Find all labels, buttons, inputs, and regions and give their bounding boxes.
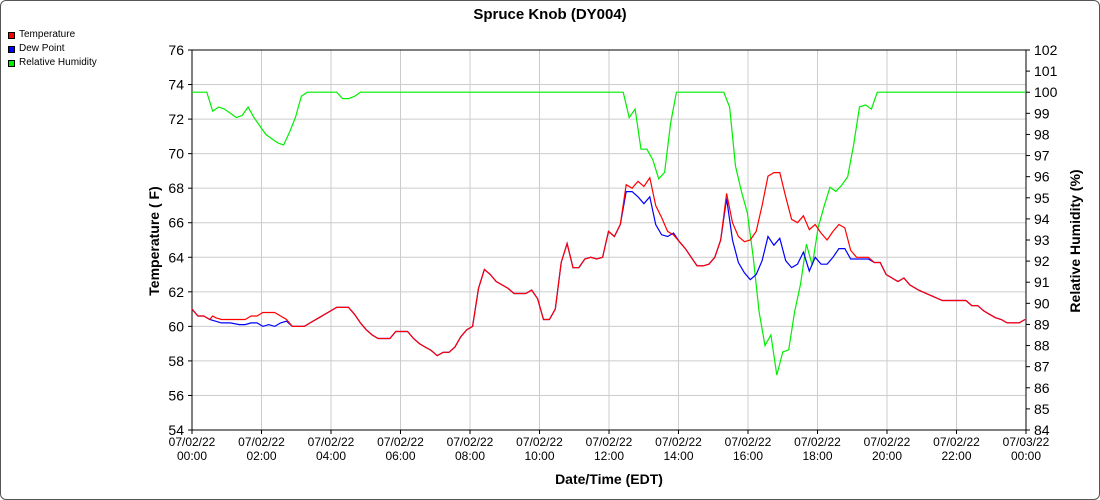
- x-tick-label: 07/02/22 20:00: [864, 435, 911, 463]
- x-tick-date: 07/02/22: [238, 435, 285, 449]
- x-tick-time: 16:00: [733, 449, 763, 463]
- legend-item: Dew Point: [8, 42, 97, 56]
- x-tick-date: 07/02/22: [864, 435, 911, 449]
- x-tick-date: 07/02/22: [447, 435, 494, 449]
- y2-tick-label: 86: [1034, 380, 1050, 396]
- x-tick-label: 07/02/22 16:00: [725, 435, 772, 463]
- y2-tick-label: 97: [1034, 148, 1050, 164]
- x-axis-title: Date/Time (EDT): [555, 471, 663, 487]
- x-tick-date: 07/02/22: [933, 435, 980, 449]
- x-tick-time: 14:00: [663, 449, 693, 463]
- x-tick-label: 07/02/22 04:00: [308, 435, 355, 463]
- x-tick-date: 07/03/22: [1003, 435, 1050, 449]
- x-tick-label: 07/02/22 08:00: [447, 435, 494, 463]
- y2-tick-label: 87: [1034, 359, 1050, 375]
- y2-tick-label: 90: [1034, 295, 1050, 311]
- y2-axis-title: Relative Humidity (%): [1067, 169, 1083, 312]
- y2-tick-label: 85: [1034, 401, 1050, 417]
- x-tick-time: 12:00: [594, 449, 624, 463]
- x-tick-time: 04:00: [316, 449, 346, 463]
- y2-tick-label: 101: [1034, 63, 1058, 79]
- x-tick-time: 08:00: [455, 449, 485, 463]
- y2-tick-label: 95: [1034, 190, 1050, 206]
- x-tick-date: 07/02/22: [169, 435, 216, 449]
- x-tick-label: 07/02/22 22:00: [933, 435, 980, 463]
- legend-item: Temperature: [8, 28, 97, 42]
- legend-label: Relative Humidity: [19, 57, 97, 68]
- legend-swatch: [8, 45, 15, 53]
- y-tick-label: 66: [168, 215, 184, 231]
- x-tick-label: 07/02/22 02:00: [238, 435, 285, 463]
- x-tick-date: 07/02/22: [586, 435, 633, 449]
- y2-tick-label: 99: [1034, 105, 1050, 121]
- y-tick-label: 64: [168, 249, 184, 265]
- x-tick-time: 20:00: [872, 449, 902, 463]
- x-tick-label: 07/02/22 18:00: [794, 435, 841, 463]
- x-tick-time: 02:00: [246, 449, 276, 463]
- y2-tick-label: 98: [1034, 126, 1050, 142]
- legend-label: Dew Point: [19, 43, 65, 54]
- y2-tick-label: 92: [1034, 253, 1050, 269]
- x-tick-label: 07/02/22 06:00: [377, 435, 424, 463]
- y-tick-label: 72: [168, 111, 184, 127]
- y-tick-label: 56: [168, 387, 184, 403]
- y-tick-label: 58: [168, 353, 184, 369]
- x-tick-date: 07/02/22: [655, 435, 702, 449]
- y2-tick-label: 96: [1034, 169, 1050, 185]
- series-line-temperature: [191, 172, 1026, 357]
- series-layer: [191, 91, 1026, 376]
- y2-tick-label: 93: [1034, 232, 1050, 248]
- x-tick-time: 10:00: [524, 449, 554, 463]
- chart-title: Spruce Knob (DY004): [473, 6, 626, 23]
- y-tick-label: 60: [168, 318, 184, 334]
- legend-item: Relative Humidity: [8, 56, 97, 70]
- left-axis: 54 56 58 60 62 64 66 68 70 72 74 76: [168, 42, 192, 438]
- x-tick-time: 22:00: [941, 449, 971, 463]
- y-axis-title: Temperature ( F): [146, 186, 162, 295]
- x-tick-label: 07/03/22 00:00: [1003, 435, 1050, 463]
- y-tick-label: 68: [168, 180, 184, 196]
- y2-tick-label: 102: [1034, 42, 1058, 58]
- y-tick-label: 70: [168, 146, 184, 162]
- y2-tick-label: 88: [1034, 338, 1050, 354]
- x-tick-date: 07/02/22: [794, 435, 841, 449]
- x-tick-time: 00:00: [1011, 449, 1041, 463]
- x-tick-time: 00:00: [177, 449, 207, 463]
- legend: Temperature Dew Point Relative Humidity: [8, 28, 97, 70]
- x-tick-label: 07/02/22 12:00: [586, 435, 633, 463]
- y2-tick-label: 89: [1034, 316, 1050, 332]
- x-tick-time: 18:00: [802, 449, 832, 463]
- legend-swatch: [8, 31, 15, 39]
- series-line-relative-humidity: [192, 91, 1025, 376]
- y2-tick-label: 100: [1034, 84, 1058, 100]
- right-axis: 84 85 86 87 88 89 90 91 92 93 94 95 96 97 98 99 100 101 10…: [1026, 42, 1058, 438]
- x-tick-time: 06:00: [385, 449, 415, 463]
- x-tick-date: 07/02/22: [516, 435, 563, 449]
- x-tick-label: 07/02/22 10:00: [516, 435, 563, 463]
- y2-tick-label: 94: [1034, 211, 1050, 227]
- y-tick-label: 76: [168, 42, 184, 58]
- x-tick-label: 07/02/22 00:00: [169, 435, 216, 463]
- legend-swatch: [8, 59, 15, 67]
- y2-tick-label: 84: [1034, 422, 1050, 438]
- legend-label: Temperature: [19, 29, 76, 40]
- x-tick-date: 07/02/22: [725, 435, 772, 449]
- x-tick-label: 07/02/22 14:00: [655, 435, 702, 463]
- x-tick-date: 07/02/22: [377, 435, 424, 449]
- y-tick-label: 74: [168, 77, 184, 93]
- y-tick-label: 62: [168, 284, 184, 300]
- y2-tick-label: 91: [1034, 274, 1050, 290]
- y-tick-label: 54: [168, 422, 184, 438]
- x-tick-date: 07/02/22: [308, 435, 355, 449]
- grid: [191, 49, 1027, 431]
